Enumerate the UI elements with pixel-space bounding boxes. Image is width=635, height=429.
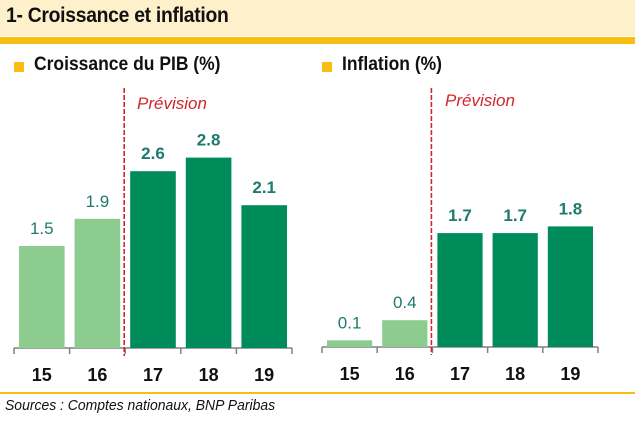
inflation-bar-15 xyxy=(327,340,373,347)
title-band: 1- Croissance et inflation xyxy=(0,0,635,36)
gdp-bar-15 xyxy=(19,246,65,348)
gdp-bar-19 xyxy=(241,205,287,348)
gdp-forecast-annotation: Prévision xyxy=(137,94,207,113)
gdp-panel-header: Croissance du PIB (%) xyxy=(14,54,237,76)
inflation-x-tick-label-16: 16 xyxy=(395,364,415,384)
gdp-data-label-16: 1.9 xyxy=(86,192,110,211)
inflation-bullet-icon xyxy=(322,61,332,72)
gdp-bar-16 xyxy=(74,218,121,348)
gdp-x-tick-label-15: 15 xyxy=(32,365,52,385)
figure-title: 1- Croissance et inflation xyxy=(6,4,229,27)
inflation-x-tick-label-17: 17 xyxy=(450,364,470,384)
inflation-data-label-16: 0.4 xyxy=(393,293,417,312)
inflation-data-label-18: 1.7 xyxy=(503,206,527,225)
inflation-data-label-15: 0.1 xyxy=(338,313,362,332)
gdp-bullet-icon xyxy=(14,61,24,72)
title-rule xyxy=(0,37,635,44)
gdp-x-tick-label-18: 18 xyxy=(199,365,219,385)
inflation-bar-19 xyxy=(547,226,593,347)
inflation-panel-header: Inflation (%) xyxy=(322,54,451,76)
inflation-x-tick-label-18: 18 xyxy=(505,364,525,384)
bottom-rule xyxy=(0,392,635,394)
gdp-data-label-15: 1.5 xyxy=(30,219,54,238)
inflation-forecast-annotation: Prévision xyxy=(445,91,515,110)
gdp-bar-18 xyxy=(185,157,232,348)
gdp-chart-title: Croissance du PIB (%) xyxy=(34,54,221,75)
gdp-bar-17 xyxy=(130,171,176,348)
gdp-x-tick-label-19: 19 xyxy=(254,365,274,385)
gdp-data-label-17: 2.6 xyxy=(141,144,165,163)
gdp-x-tick-label-16: 16 xyxy=(87,365,107,385)
gdp-data-label-19: 2.1 xyxy=(252,178,276,197)
gdp-data-label-18: 2.8 xyxy=(197,131,221,150)
gdp-x-tick-label-17: 17 xyxy=(143,365,163,385)
inflation-chart-title: Inflation (%) xyxy=(342,54,443,75)
inflation-bar-16 xyxy=(382,320,428,347)
inflation-data-label-17: 1.7 xyxy=(448,206,472,225)
source-note: Sources : Comptes nationaux, BNP Paribas xyxy=(5,397,276,414)
inflation-x-tick-label-15: 15 xyxy=(340,364,360,384)
inflation-data-label-19: 1.8 xyxy=(559,199,583,218)
inflation-bar-18 xyxy=(492,233,538,347)
inflation-bar-17 xyxy=(437,233,483,347)
inflation-x-tick-label-19: 19 xyxy=(560,364,580,384)
